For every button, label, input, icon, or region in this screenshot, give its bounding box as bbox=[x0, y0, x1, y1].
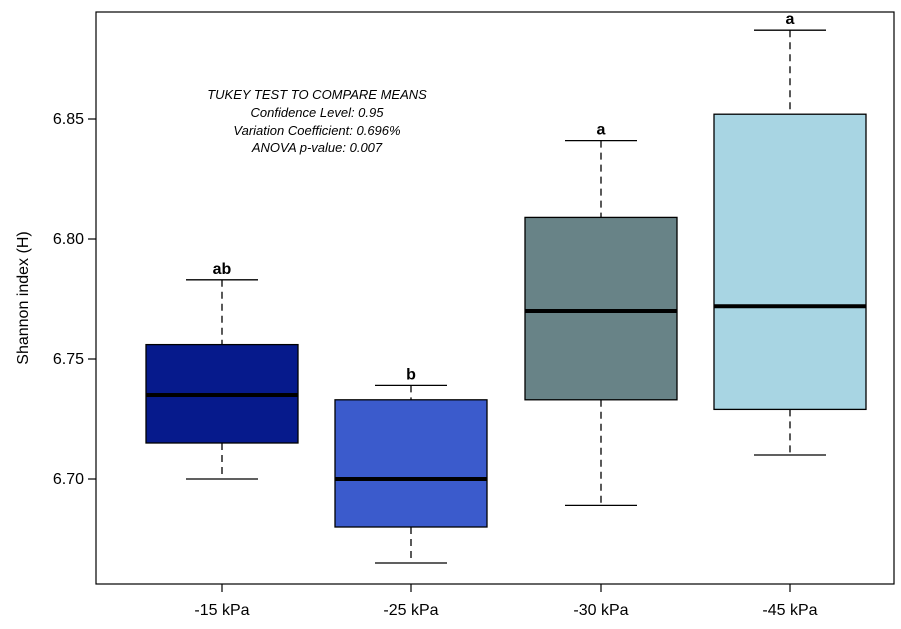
y-axis-title: Shannon index (H) bbox=[15, 231, 32, 364]
significance-letter: ab bbox=[213, 261, 232, 278]
iqr-box bbox=[713, 113, 867, 411]
y-tick-label: 6.85 bbox=[53, 111, 84, 128]
x-tick-label: -45 kPa bbox=[762, 602, 817, 619]
x-axis: -15 kPa -25 kPa -30 kPa -45 kPa bbox=[194, 584, 818, 619]
boxes-group: ab b a a bbox=[145, 11, 867, 564]
annotation-line-1: TUKEY TEST TO COMPARE MEANS bbox=[207, 87, 427, 102]
annotation-line-3: Variation Coefficient: 0.696% bbox=[233, 123, 400, 138]
iqr-box bbox=[334, 399, 488, 528]
y-tick-label: 6.70 bbox=[53, 471, 84, 488]
annotation-line-2: Confidence Level: 0.95 bbox=[251, 105, 385, 120]
y-tick-label: 6.75 bbox=[53, 351, 84, 368]
annotation-block: TUKEY TEST TO COMPARE MEANS Confidence L… bbox=[207, 87, 427, 155]
significance-letter: a bbox=[786, 11, 795, 28]
y-tick-label: 6.80 bbox=[53, 231, 84, 248]
plot-frame bbox=[95, 11, 895, 585]
x-tick-label: -25 kPa bbox=[383, 602, 438, 619]
significance-letter: b bbox=[406, 366, 416, 383]
iqr-box bbox=[524, 216, 678, 401]
y-axis: 6.70 6.75 6.80 6.85 bbox=[53, 111, 96, 488]
significance-letter: a bbox=[597, 122, 606, 139]
annotation-line-4: ANOVA p-value: 0.007 bbox=[251, 140, 383, 155]
x-tick-label: -30 kPa bbox=[573, 602, 628, 619]
x-tick-label: -15 kPa bbox=[194, 602, 249, 619]
